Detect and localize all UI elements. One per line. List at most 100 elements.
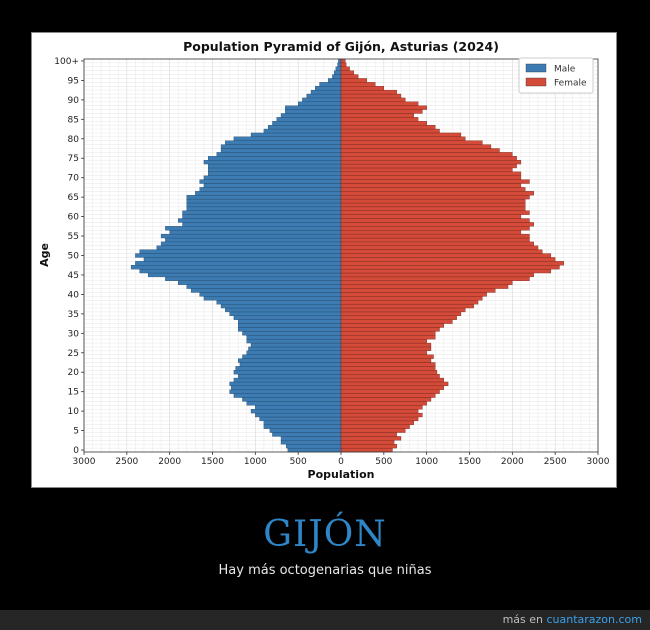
bar-male-age-98 xyxy=(335,66,342,71)
bar-female-age-1 xyxy=(340,444,397,449)
bar-female-age-43 xyxy=(340,280,513,285)
bar-female-age-83 xyxy=(340,124,436,130)
bar-male-age-100+ xyxy=(338,58,342,64)
footer-link[interactable]: cuantarazon.com xyxy=(546,613,642,626)
x-tick-label: 1000 xyxy=(415,457,438,467)
bar-male-age-74 xyxy=(203,159,342,165)
bar-male-age-6 xyxy=(263,424,342,429)
legend-swatch-male xyxy=(525,63,547,73)
bar-female-age-72 xyxy=(340,167,513,173)
bar-male-age-44 xyxy=(165,276,342,281)
bar-male-age-46 xyxy=(139,268,342,274)
bar-female-age-91 xyxy=(340,93,402,99)
bar-female-age-24 xyxy=(340,354,434,359)
bar-female-age-21 xyxy=(340,366,436,371)
bar-female-age-49 xyxy=(340,257,556,262)
bar-male-age-50 xyxy=(135,253,342,258)
bar-female-age-20 xyxy=(340,370,438,375)
bar-female-age-85 xyxy=(340,117,419,122)
bar-female-age-62 xyxy=(340,206,526,211)
y-tick-label: 50 xyxy=(68,252,80,262)
bar-male-age-17 xyxy=(229,381,342,387)
y-tick-label: 60 xyxy=(68,213,80,223)
x-tick-label: 500 xyxy=(375,457,392,467)
bar-female-age-54 xyxy=(340,237,530,243)
caption-title: GIJÓN xyxy=(263,514,387,555)
x-tick-label: 500 xyxy=(290,457,307,467)
bar-male-age-55 xyxy=(160,233,342,239)
bar-female-age-99 xyxy=(340,62,347,67)
bar-male-age-49 xyxy=(143,257,342,262)
x-tick-label: 2000 xyxy=(158,457,181,467)
caption-subtitle: Hay más octogenarias que niñas xyxy=(218,563,432,578)
bar-female-age-19 xyxy=(340,374,440,379)
bar-female-age-64 xyxy=(340,198,526,204)
bar-male-age-75 xyxy=(208,156,342,161)
y-tick-label: 90 xyxy=(68,96,80,106)
bar-male-age-25 xyxy=(246,350,342,355)
y-tick-label: 75 xyxy=(68,154,79,164)
bar-male-age-99 xyxy=(337,62,342,67)
bar-female-age-84 xyxy=(340,121,427,126)
x-tick-label: 3000 xyxy=(587,457,610,467)
bar-female-age-28 xyxy=(340,338,427,344)
bar-male-age-56 xyxy=(169,230,342,235)
bars xyxy=(130,58,564,453)
bar-female-age-88 xyxy=(340,105,427,110)
bar-male-age-72 xyxy=(208,167,342,173)
bar-male-age-60 xyxy=(182,214,342,219)
bar-female-age-97 xyxy=(340,70,355,75)
bar-female-age-86 xyxy=(340,113,414,118)
bar-female-age-47 xyxy=(340,265,560,270)
x-tick-label: 3000 xyxy=(73,457,96,467)
bar-male-age-20 xyxy=(233,370,342,375)
bar-male-age-97 xyxy=(333,70,342,75)
bar-female-age-23 xyxy=(340,358,432,363)
bar-male-age-15 xyxy=(229,389,342,394)
y-tick-label: 0 xyxy=(73,446,79,456)
x-tick-label: 1500 xyxy=(458,457,481,467)
y-tick-label: 15 xyxy=(68,388,79,398)
y-tick-label: 20 xyxy=(68,368,80,378)
bar-female-age-89 xyxy=(340,101,419,106)
legend-label-male: Male xyxy=(554,65,576,75)
bar-male-age-88 xyxy=(285,105,342,110)
bar-male-age-11 xyxy=(255,405,342,410)
bar-male-age-27 xyxy=(250,342,342,348)
bar-female-age-38 xyxy=(340,300,479,305)
bar-male-age-43 xyxy=(178,280,342,285)
bar-female-age-100+ xyxy=(340,58,346,64)
bar-female-age-51 xyxy=(340,249,543,254)
bar-male-age-36 xyxy=(225,307,342,313)
bar-female-age-98 xyxy=(340,66,350,71)
bar-female-age-7 xyxy=(340,420,414,425)
bar-male-age-53 xyxy=(160,241,342,246)
bar-female-age-53 xyxy=(340,241,534,246)
bar-male-age-71 xyxy=(208,171,342,176)
bar-male-age-89 xyxy=(297,101,342,106)
y-tick-label: 100+ xyxy=(54,57,79,67)
bar-male-age-73 xyxy=(208,163,342,169)
bar-male-age-95 xyxy=(327,78,342,83)
bar-female-age-67 xyxy=(340,187,526,192)
bar-female-age-73 xyxy=(340,163,517,169)
bar-male-age-68 xyxy=(203,183,342,188)
y-axis-label: Age xyxy=(38,243,51,267)
bar-male-age-83 xyxy=(268,124,342,130)
bar-female-age-41 xyxy=(340,288,496,293)
bar-male-age-96 xyxy=(332,74,342,79)
bar-female-age-69 xyxy=(340,179,530,184)
bar-female-age-2 xyxy=(340,440,395,445)
bar-female-age-37 xyxy=(340,303,474,309)
bar-female-age-70 xyxy=(340,175,522,180)
bar-male-age-5 xyxy=(269,428,342,433)
bar-male-age-30 xyxy=(242,331,342,336)
bar-female-age-78 xyxy=(340,144,492,149)
bar-female-age-6 xyxy=(340,424,410,429)
bar-male-age-69 xyxy=(199,179,342,184)
bar-male-age-32 xyxy=(238,323,342,328)
bar-female-age-90 xyxy=(340,97,406,102)
bar-male-age-4 xyxy=(272,432,342,437)
bar-male-age-63 xyxy=(186,202,342,208)
bar-male-age-52 xyxy=(156,245,342,250)
